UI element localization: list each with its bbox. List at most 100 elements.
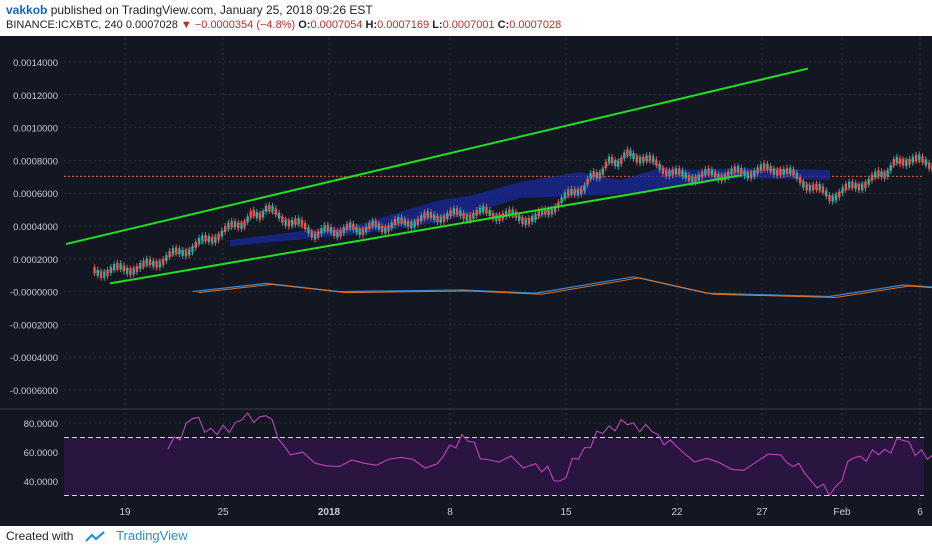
candle-body	[284, 219, 287, 226]
channel-upper-line	[65, 67, 809, 246]
candle-body	[651, 156, 655, 163]
candle-body	[307, 227, 310, 234]
publish-line: vakkob published on TradingView.com, Jan…	[6, 3, 373, 17]
candle-body	[313, 233, 317, 240]
candle-body	[472, 212, 475, 219]
candle-body	[648, 154, 652, 161]
candle-body	[736, 166, 740, 173]
x-tick-label: 27	[756, 507, 768, 518]
candle-body	[436, 216, 439, 223]
x-tick-label: 8	[447, 507, 453, 518]
candle-body	[384, 227, 387, 234]
candle-body	[537, 210, 540, 217]
candle-body	[678, 168, 681, 175]
candle-body	[397, 217, 400, 224]
candle-body	[655, 159, 658, 166]
candle-body	[847, 181, 851, 188]
candle-body	[297, 218, 300, 225]
candle-body	[749, 172, 753, 179]
candle-body	[197, 237, 201, 244]
candle-body	[710, 169, 714, 176]
candle-body	[336, 231, 339, 238]
candle-body	[452, 208, 456, 215]
candle-body	[769, 166, 772, 173]
candle-body	[429, 212, 433, 219]
candle-body	[339, 230, 342, 237]
candle-body	[271, 205, 274, 212]
candle-body	[109, 266, 113, 273]
candle-body	[691, 176, 694, 183]
candle-body	[566, 189, 570, 196]
candle-body	[700, 171, 704, 178]
candle-body	[449, 210, 452, 217]
candle-body	[914, 154, 918, 161]
candle-body	[237, 222, 240, 229]
candle-body	[607, 156, 611, 163]
candle-body	[419, 215, 423, 222]
candle-body	[883, 172, 886, 179]
x-tick-label: 19	[119, 507, 131, 518]
candle-body	[246, 216, 249, 223]
x-tick-label: 25	[217, 507, 229, 518]
candle-body	[488, 209, 491, 216]
chart-area[interactable]: 0.0014000 0.0012000 0.0010000 0.0008000 0.00…	[0, 36, 932, 526]
candle-body	[352, 223, 355, 230]
candle-body	[230, 220, 233, 227]
candle-body	[468, 214, 472, 221]
candle-body	[390, 222, 393, 229]
candle-body	[171, 248, 175, 255]
candle-body	[918, 154, 921, 161]
y-tick-label: -0.0006000	[10, 386, 58, 397]
x-tick-label: 22	[671, 507, 683, 518]
candle-body	[204, 235, 207, 242]
tradingview-brand-link[interactable]: TradingView	[116, 528, 188, 543]
candle-body	[540, 208, 544, 215]
candle-body	[475, 209, 478, 216]
candle-body	[380, 226, 384, 233]
candle-body	[316, 231, 320, 238]
candle-body	[504, 210, 508, 217]
candle-body	[664, 170, 668, 177]
author-name[interactable]: vakkob	[6, 3, 48, 17]
candle-body	[553, 206, 557, 213]
candle-body	[482, 206, 485, 213]
candle-body	[583, 185, 586, 192]
candle-body	[921, 156, 924, 163]
candle-body	[446, 213, 449, 220]
candle-body	[601, 168, 605, 175]
candle-body	[214, 236, 217, 243]
y-tick-label: 0.0010000	[13, 124, 58, 135]
candle-body	[374, 220, 377, 227]
candle-body	[661, 167, 665, 174]
candle-body	[874, 171, 877, 178]
candle-body	[210, 237, 214, 244]
channel-lines[interactable]	[65, 67, 809, 285]
x-tick-label: 6	[917, 507, 923, 518]
candle-body	[707, 168, 710, 175]
y-tick-label: 0.0006000	[13, 189, 58, 200]
candle-body	[534, 213, 537, 220]
candle-body	[252, 209, 255, 216]
y-tick-label: 0.0012000	[13, 91, 58, 102]
candle-body	[207, 236, 211, 243]
candle-body	[610, 157, 614, 164]
candle-body	[255, 211, 259, 218]
candle-body	[589, 172, 592, 179]
price-change: −0.0000354 (−4.8%)	[194, 19, 296, 31]
symbol-label: BINANCE:ICXBTC, 240	[6, 19, 123, 31]
candle-body	[841, 187, 844, 194]
candle-body	[129, 269, 132, 276]
candle-body	[687, 175, 691, 182]
candle-body	[898, 158, 902, 165]
candle-body	[368, 222, 371, 229]
candle-body	[733, 166, 736, 173]
tradingview-logo-icon	[84, 531, 105, 542]
last-price: 0.0007028	[125, 19, 178, 31]
candle-body	[547, 209, 550, 216]
candle-body	[511, 209, 514, 216]
candle-body	[243, 221, 246, 228]
candle-body	[377, 223, 381, 230]
low-label: L:	[432, 19, 443, 31]
y-tick-label: 0.0002000	[13, 255, 58, 266]
candle-body	[191, 246, 194, 253]
